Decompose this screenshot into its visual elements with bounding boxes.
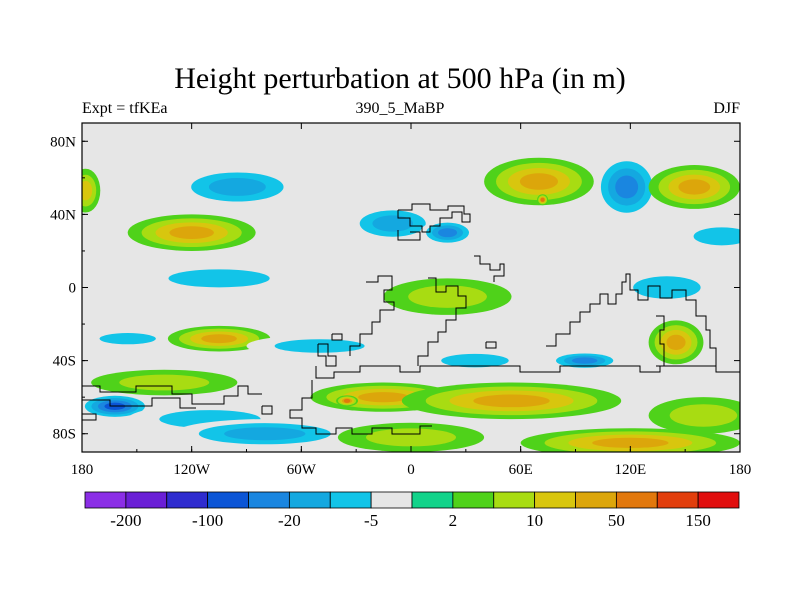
colorbar-swatch xyxy=(615,491,658,509)
anomaly-contour xyxy=(571,357,598,364)
anomaly-contour xyxy=(592,437,669,448)
colorbar-swatch xyxy=(534,491,576,509)
anomaly-contour xyxy=(82,180,93,201)
anomaly-contour xyxy=(519,173,559,190)
coastline-segment xyxy=(397,203,471,233)
anomaly-contour xyxy=(274,339,365,353)
colorbar-swatch xyxy=(656,491,699,509)
colorbar-label: 2 xyxy=(449,511,458,530)
axis-tick-labels: 180 120W 60W 0 60E 120E 180 80N 40N 0 40S 80S xyxy=(50,134,751,478)
anomaly-contour xyxy=(169,226,214,240)
coastline-segment xyxy=(289,380,432,435)
coastline-segment xyxy=(474,255,505,282)
axis-ticks xyxy=(81,123,741,452)
colorbar-label: 150 xyxy=(685,511,711,530)
colorbar-label: -100 xyxy=(192,511,223,530)
x-tick-label: 120E xyxy=(614,462,646,478)
coastline-segment xyxy=(485,341,497,349)
x-tick-label: 180 xyxy=(71,462,94,478)
anomaly-contour xyxy=(343,398,351,403)
colorbar-swatch xyxy=(452,491,495,509)
colorbar-swatch xyxy=(370,491,413,509)
anomaly-contour xyxy=(615,175,639,199)
colorbar-swatch xyxy=(697,491,740,509)
coastline-segment xyxy=(82,413,97,421)
colorbar-swatch xyxy=(166,491,209,509)
coastline-segment xyxy=(656,315,665,367)
colorbar-swatch xyxy=(84,491,127,509)
anomaly-contour xyxy=(99,333,156,345)
anomaly-contour xyxy=(540,197,545,202)
coastline-segment xyxy=(331,333,343,341)
colorbar-label: -200 xyxy=(110,511,141,530)
anomaly-contour xyxy=(669,404,738,427)
anomaly-contour xyxy=(119,374,210,391)
anomaly-contour xyxy=(372,215,414,232)
anomaly-contour xyxy=(441,353,509,368)
colorbar-label: 50 xyxy=(608,511,625,530)
colorbar-swatch xyxy=(248,491,290,509)
coastline-segment xyxy=(317,343,337,367)
anomaly-contour xyxy=(633,276,701,299)
anomaly-contour xyxy=(438,228,458,238)
coastlines xyxy=(82,203,740,435)
anomaly-contour xyxy=(693,227,740,246)
anomaly-contour xyxy=(168,269,270,288)
coastline-segment xyxy=(82,397,196,409)
run-label: 390_5_MaBP xyxy=(355,100,445,117)
experiment-label: Expt = tfKEa xyxy=(82,100,168,117)
colorbar-swatch xyxy=(411,491,454,509)
coastline-segment xyxy=(82,385,262,405)
coastline-segment xyxy=(546,273,717,366)
anomaly-contour xyxy=(366,428,456,447)
anomaly-contour xyxy=(208,178,266,196)
colorbar-label: -20 xyxy=(278,511,301,530)
colorbar-swatch xyxy=(288,491,331,509)
anomaly-contour xyxy=(473,394,550,408)
coastline-segment xyxy=(261,405,273,415)
chart-title: Height perturbation at 500 hPa (in m) xyxy=(174,62,626,95)
colorbar-label: 10 xyxy=(526,511,543,530)
anomaly-contour xyxy=(224,427,306,441)
y-tick-label: 40S xyxy=(53,354,76,370)
anomaly-contour xyxy=(358,392,410,403)
colorbar-swatch xyxy=(329,491,372,509)
x-tick-label: 180 xyxy=(729,462,752,478)
anomaly-contour xyxy=(678,179,711,195)
colorbar: -200 -100 -20 -5 2 10 50 150 xyxy=(84,491,740,530)
coastline-segment xyxy=(349,275,395,356)
y-tick-label: 0 xyxy=(69,281,77,297)
coastline-segment xyxy=(397,230,421,241)
x-tick-label: 60W xyxy=(287,462,317,478)
season-label: DJF xyxy=(713,100,740,117)
y-tick-label: 80S xyxy=(53,427,76,443)
anomaly-contour xyxy=(408,285,487,308)
coastline-segment xyxy=(315,365,740,379)
x-tick-label: 0 xyxy=(407,462,415,478)
colorbar-swatch xyxy=(125,491,168,509)
x-tick-label: 120W xyxy=(173,462,211,478)
y-tick-label: 40N xyxy=(50,207,76,223)
colorbar-swatch xyxy=(207,491,249,509)
coastline-segment xyxy=(417,277,467,366)
y-tick-label: 80N xyxy=(50,134,76,150)
x-tick-label: 60E xyxy=(509,462,533,478)
anomaly-contour xyxy=(201,334,237,344)
colorbar-swatch xyxy=(493,491,536,509)
anomaly-contour xyxy=(666,334,686,350)
colorbar-swatch xyxy=(575,491,617,509)
colorbar-label: -5 xyxy=(364,511,378,530)
